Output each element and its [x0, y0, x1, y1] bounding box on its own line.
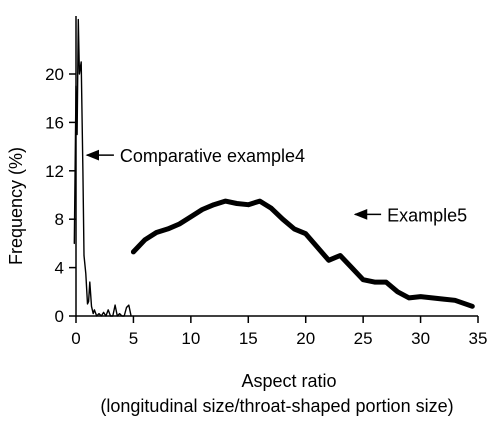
y-tick-group: 0 4 8 12 16 20: [45, 65, 76, 326]
x-axis-title: Aspect ratio: [241, 371, 336, 391]
x-axis-subtitle: (longitudinal size/throat-shaped portion…: [100, 396, 453, 416]
x-tick-label: 5: [129, 329, 138, 348]
x-tick-label: 10: [181, 329, 200, 348]
y-tick-label: 8: [55, 210, 64, 229]
y-tick-label: 4: [55, 259, 64, 278]
x-tick-label: 20: [296, 329, 315, 348]
x-tick-label: 25: [354, 329, 373, 348]
x-tick-label: 0: [71, 329, 80, 348]
x-tick-label: 30: [411, 329, 430, 348]
x-tick-label: 15: [239, 329, 258, 348]
y-tick-label: 20: [45, 65, 64, 84]
x-tick-label: 35: [469, 329, 488, 348]
y-tick-label: 0: [55, 307, 64, 326]
y-tick-label: 16: [45, 113, 64, 132]
comparative-example4-label: Comparative example4: [120, 146, 305, 166]
x-tick-group: 0 5 10 15 20 25 30 35: [71, 316, 487, 348]
series-layer: [74, 20, 472, 316]
comparative-example4-series-line: [74, 20, 131, 316]
y-axis-title: Frequency (%): [6, 147, 26, 265]
y-tick-label: 12: [45, 162, 64, 181]
example5-label: Example5: [387, 205, 467, 225]
